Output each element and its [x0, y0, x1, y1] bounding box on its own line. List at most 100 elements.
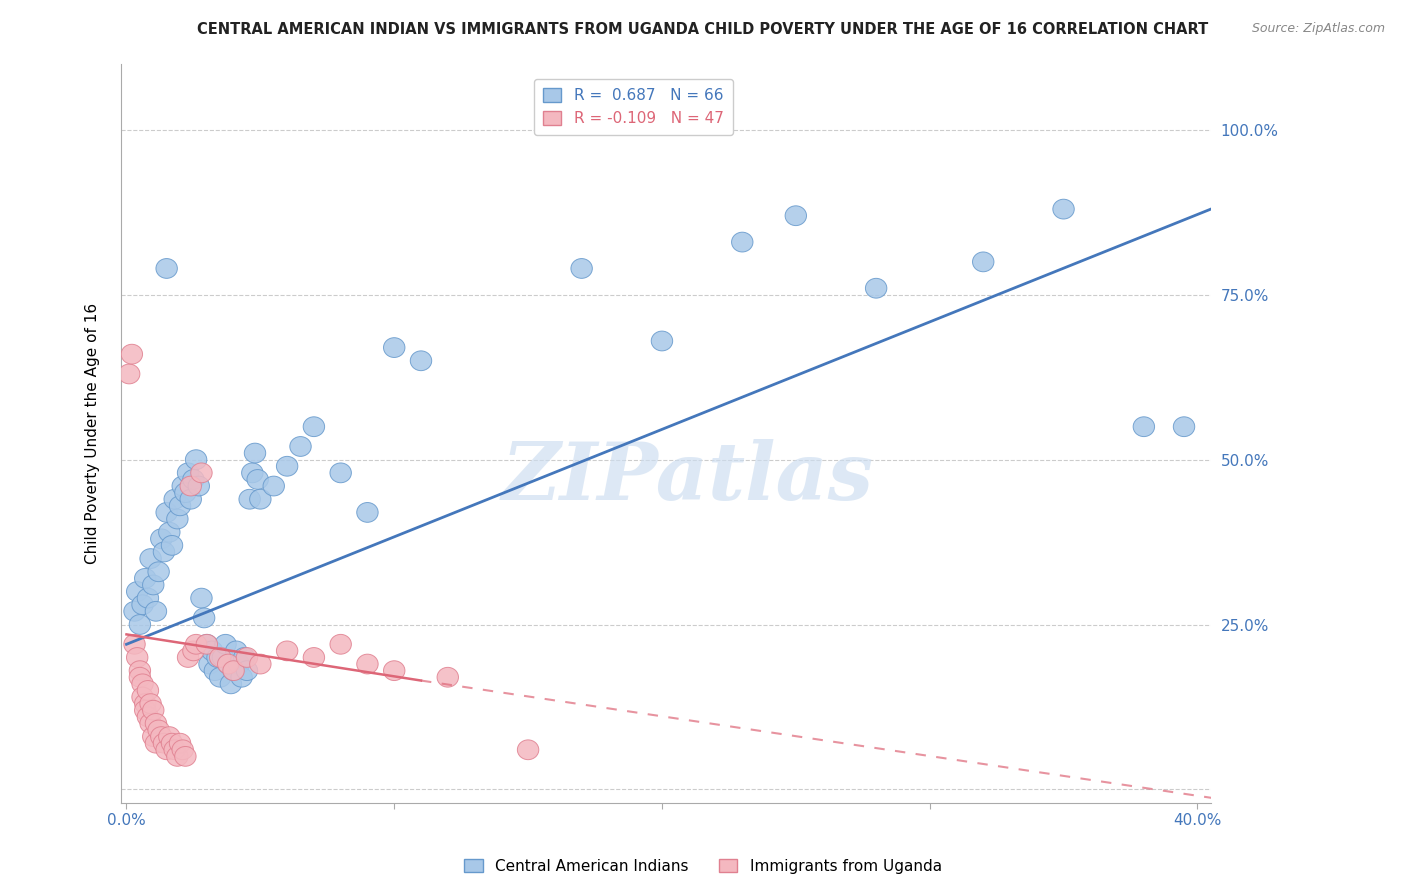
Ellipse shape [156, 739, 177, 760]
Ellipse shape [169, 496, 191, 516]
Ellipse shape [127, 648, 148, 667]
Ellipse shape [148, 720, 169, 739]
Ellipse shape [142, 575, 165, 595]
Ellipse shape [156, 502, 177, 523]
Ellipse shape [785, 206, 807, 226]
Ellipse shape [169, 733, 191, 753]
Ellipse shape [330, 463, 352, 483]
Ellipse shape [142, 727, 165, 747]
Ellipse shape [129, 661, 150, 681]
Ellipse shape [357, 654, 378, 674]
Ellipse shape [198, 654, 221, 674]
Ellipse shape [1053, 199, 1074, 219]
Ellipse shape [239, 490, 260, 509]
Ellipse shape [127, 582, 148, 601]
Ellipse shape [162, 535, 183, 555]
Ellipse shape [139, 694, 162, 714]
Ellipse shape [132, 687, 153, 707]
Ellipse shape [135, 700, 156, 720]
Ellipse shape [165, 490, 186, 509]
Ellipse shape [124, 634, 145, 654]
Text: Source: ZipAtlas.com: Source: ZipAtlas.com [1251, 22, 1385, 36]
Ellipse shape [172, 476, 194, 496]
Ellipse shape [180, 490, 201, 509]
Ellipse shape [250, 490, 271, 509]
Ellipse shape [186, 450, 207, 469]
Ellipse shape [159, 523, 180, 542]
Ellipse shape [1133, 417, 1154, 436]
Ellipse shape [290, 436, 311, 457]
Ellipse shape [180, 476, 201, 496]
Ellipse shape [121, 344, 142, 364]
Ellipse shape [571, 259, 592, 278]
Ellipse shape [517, 739, 538, 760]
Ellipse shape [866, 278, 887, 298]
Ellipse shape [159, 727, 180, 747]
Ellipse shape [129, 615, 150, 634]
Ellipse shape [304, 417, 325, 436]
Ellipse shape [132, 595, 153, 615]
Ellipse shape [201, 641, 224, 661]
Ellipse shape [236, 661, 257, 681]
Ellipse shape [207, 648, 228, 667]
Ellipse shape [225, 641, 247, 661]
Ellipse shape [153, 542, 174, 562]
Ellipse shape [167, 747, 188, 766]
Ellipse shape [124, 601, 145, 621]
Legend: R =  0.687   N = 66, R = -0.109   N = 47: R = 0.687 N = 66, R = -0.109 N = 47 [534, 79, 733, 136]
Ellipse shape [245, 443, 266, 463]
Ellipse shape [195, 634, 218, 654]
Ellipse shape [183, 641, 204, 661]
Legend: Central American Indians, Immigrants from Uganda: Central American Indians, Immigrants fro… [458, 853, 948, 880]
Ellipse shape [156, 259, 177, 278]
Ellipse shape [277, 641, 298, 661]
Ellipse shape [233, 648, 254, 667]
Text: ZIPatlas: ZIPatlas [502, 439, 873, 516]
Ellipse shape [145, 714, 167, 733]
Ellipse shape [411, 351, 432, 371]
Ellipse shape [224, 661, 245, 681]
Ellipse shape [242, 463, 263, 483]
Ellipse shape [174, 483, 195, 502]
Ellipse shape [247, 469, 269, 490]
Text: CENTRAL AMERICAN INDIAN VS IMMIGRANTS FROM UGANDA CHILD POVERTY UNDER THE AGE OF: CENTRAL AMERICAN INDIAN VS IMMIGRANTS FR… [197, 22, 1209, 37]
Ellipse shape [212, 648, 233, 667]
Ellipse shape [148, 562, 169, 582]
Ellipse shape [195, 634, 218, 654]
Ellipse shape [191, 588, 212, 608]
Ellipse shape [139, 549, 162, 568]
Ellipse shape [177, 648, 198, 667]
Ellipse shape [172, 739, 194, 760]
Ellipse shape [139, 714, 162, 733]
Ellipse shape [228, 654, 250, 674]
Ellipse shape [145, 733, 167, 753]
Ellipse shape [177, 463, 198, 483]
Ellipse shape [221, 674, 242, 694]
Ellipse shape [191, 463, 212, 483]
Ellipse shape [135, 694, 156, 714]
Ellipse shape [231, 667, 252, 687]
Ellipse shape [277, 457, 298, 476]
Ellipse shape [263, 476, 284, 496]
Ellipse shape [215, 634, 236, 654]
Ellipse shape [153, 733, 174, 753]
Ellipse shape [1174, 417, 1195, 436]
Ellipse shape [132, 674, 153, 694]
Ellipse shape [165, 739, 186, 760]
Ellipse shape [236, 648, 257, 667]
Ellipse shape [224, 661, 245, 681]
Ellipse shape [437, 667, 458, 687]
Ellipse shape [142, 700, 165, 720]
Ellipse shape [188, 476, 209, 496]
Ellipse shape [330, 634, 352, 654]
Ellipse shape [138, 707, 159, 727]
Ellipse shape [304, 648, 325, 667]
Ellipse shape [118, 364, 139, 384]
Ellipse shape [973, 252, 994, 272]
Ellipse shape [209, 667, 231, 687]
Ellipse shape [174, 747, 195, 766]
Ellipse shape [162, 733, 183, 753]
Ellipse shape [145, 601, 167, 621]
Ellipse shape [651, 331, 672, 351]
Ellipse shape [218, 654, 239, 674]
